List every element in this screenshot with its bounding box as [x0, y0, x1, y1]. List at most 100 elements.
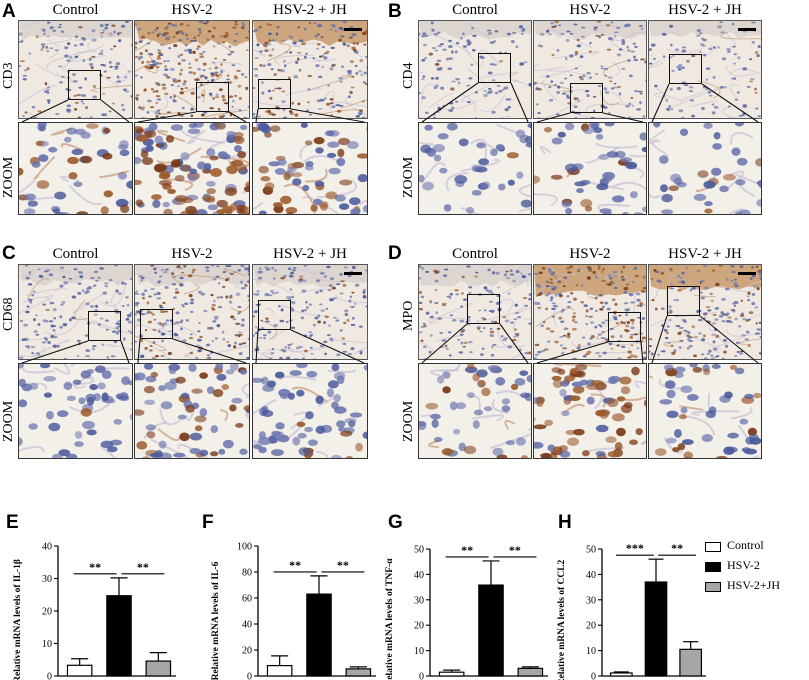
marker-label: MPO: [401, 300, 416, 332]
roi-box: [669, 54, 702, 84]
micrograph-mpo-2: [648, 264, 762, 360]
zoom-label: ZOOM: [1, 157, 16, 199]
marker-label: CD68: [1, 297, 16, 332]
column-header: Control: [52, 2, 99, 18]
y-tick-label: 40: [586, 570, 596, 581]
legend-label-control: Control: [727, 538, 764, 552]
zoom-label: ZOOM: [1, 400, 16, 442]
y-tick-label: 10: [414, 646, 424, 657]
column-header: HSV-2 + JH: [668, 2, 742, 18]
roi-box: [608, 312, 641, 342]
roi-box: [140, 309, 173, 339]
panel-letter: D: [388, 243, 402, 264]
zoom-mpo-0: [418, 363, 532, 459]
zoom-label: ZOOM: [401, 157, 416, 199]
y-tick-label: 40: [414, 570, 424, 581]
significance-label: **: [671, 541, 683, 555]
column-header: HSV-2: [569, 246, 611, 262]
roi-box: [258, 300, 291, 330]
column-header: HSV-2 + JH: [668, 246, 742, 262]
column-header: Control: [452, 2, 498, 18]
y-tick-label: 20: [586, 621, 596, 632]
zoom-cd3-1: [134, 122, 250, 215]
column-header: HSV-2: [171, 246, 213, 262]
y-tick-label: 100: [237, 542, 252, 553]
bar-hsv-2: [306, 593, 332, 677]
y-tick-label: 40: [242, 620, 252, 631]
y-tick-label: 0: [419, 672, 424, 680]
zoom-mpo-2: [648, 363, 762, 459]
y-tick-label: 50: [586, 545, 596, 556]
significance-label: **: [289, 558, 301, 572]
y-tick-label: 10: [586, 646, 596, 657]
y-axis-label: Relative mRNA levels of TNF-α: [385, 558, 395, 680]
scale-bar: [344, 28, 362, 31]
legend-label-hsv2: HSV-2: [727, 558, 760, 572]
y-tick-label: 20: [42, 607, 52, 618]
zoom-cd3-2: [252, 122, 368, 215]
roi-box: [478, 53, 511, 83]
y-axis-label: Relative mRNA levels of IL-1β: [13, 559, 23, 680]
chart-panel-letter: H: [558, 512, 572, 533]
bar-hsv-2: [478, 584, 504, 677]
bar-hsv-2-jh: [679, 648, 703, 677]
scale-bar: [738, 28, 756, 31]
roi-box: [570, 83, 603, 113]
bar-control: [438, 671, 465, 677]
zoom-label: ZOOM: [401, 400, 416, 442]
zoom-cd68-1: [134, 363, 250, 459]
legend-swatch-hsv2: [705, 562, 721, 572]
roi-box: [467, 294, 500, 324]
chart-panel-letter: G: [388, 512, 403, 533]
zoom-cd4-1: [533, 122, 647, 215]
bar-hsv-2-jh: [517, 667, 544, 677]
y-tick-label: 20: [242, 646, 252, 657]
column-header: HSV-2: [171, 2, 213, 18]
significance-label: **: [337, 558, 349, 572]
roi-box: [258, 79, 291, 109]
roi-box: [667, 286, 700, 316]
significance-label: **: [137, 560, 149, 574]
roi-box: [68, 70, 101, 100]
zoom-cd3-0: [18, 122, 133, 215]
column-header: HSV-2 + JH: [273, 2, 347, 18]
y-tick-label: 30: [586, 595, 596, 606]
bar-hsv-2-jh: [145, 660, 172, 677]
y-tick-label: 40: [42, 542, 52, 553]
legend-swatch-hsv2-jh: [705, 582, 721, 592]
column-header: HSV-2: [569, 2, 611, 18]
roi-box: [88, 311, 121, 341]
micrograph-cd4-1: [533, 20, 647, 119]
micrograph-cd4-2: [648, 20, 762, 119]
column-header: HSV-2 + JH: [273, 246, 347, 262]
zoom-cd68-2: [252, 363, 368, 459]
y-tick-label: 20: [414, 621, 424, 632]
y-tick-label: 0: [247, 672, 252, 680]
bar-hsv-2: [644, 581, 668, 677]
y-axis-label: Relative mRNA levels of IL-6: [211, 561, 221, 680]
significance-label: ***: [626, 541, 644, 555]
scale-bar: [738, 272, 756, 275]
micrograph-cd3-1: [134, 20, 250, 119]
panel-letter: C: [2, 243, 16, 264]
marker-label: CD3: [1, 62, 16, 90]
scale-bar: [344, 272, 362, 275]
roi-box: [196, 82, 229, 112]
y-tick-label: 80: [242, 568, 252, 579]
zoom-cd4-0: [418, 122, 532, 215]
bar-control: [66, 664, 93, 677]
y-tick-label: 0: [591, 672, 596, 680]
zoom-cd4-2: [648, 122, 762, 215]
chart-panel-letter: E: [6, 512, 19, 533]
bar-control: [266, 664, 293, 677]
column-header: Control: [52, 246, 99, 262]
zoom-cd68-0: [18, 363, 133, 459]
chart-panel-letter: F: [202, 512, 214, 533]
y-tick-label: 30: [414, 595, 424, 606]
micrograph-cd4-0: [418, 20, 532, 119]
bar-hsv-2-jh: [345, 668, 372, 677]
column-header: Control: [452, 246, 498, 262]
zoom-mpo-1: [533, 363, 647, 459]
y-axis-label: Relative mRNA levels of CCL2: [557, 559, 567, 680]
y-tick-label: 50: [414, 545, 424, 556]
